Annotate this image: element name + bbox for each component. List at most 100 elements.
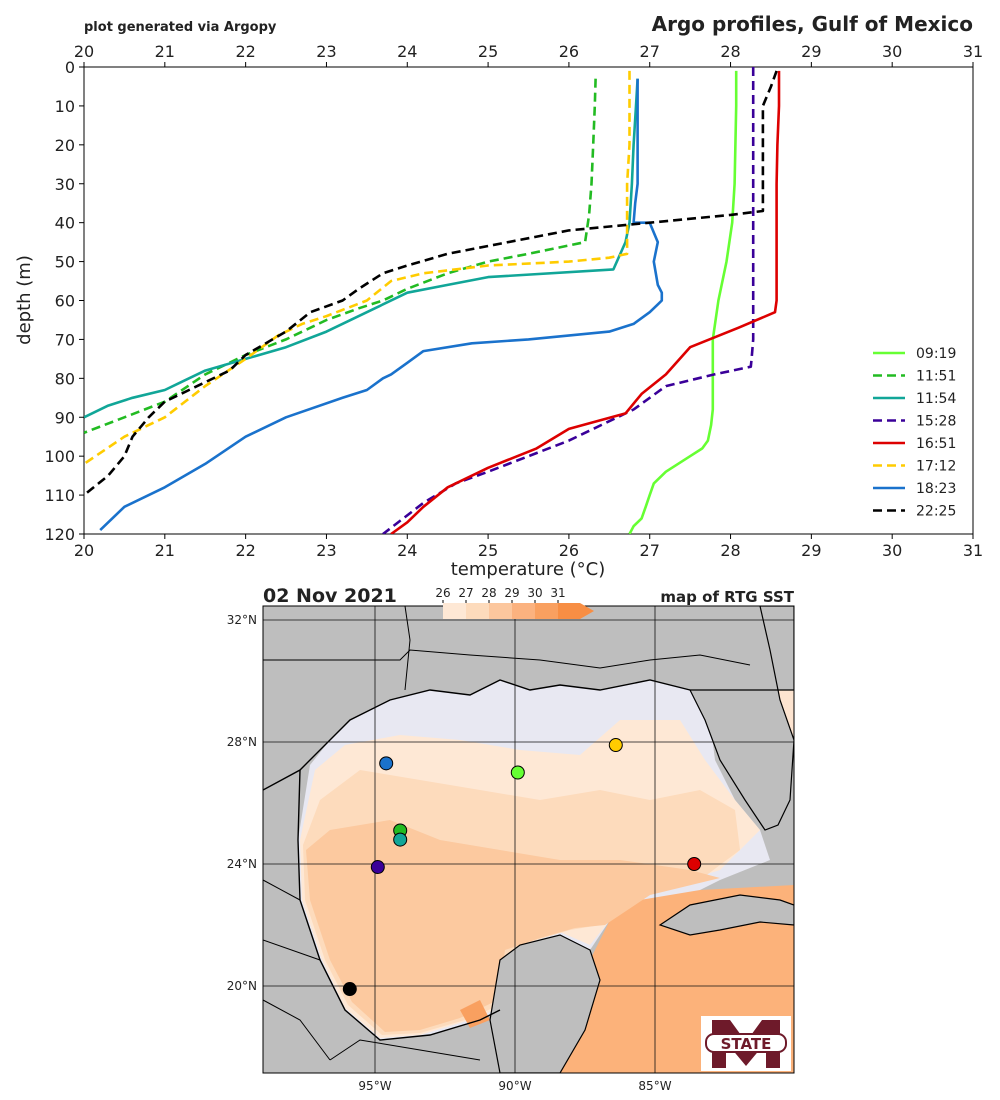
x-tick-top-label: 30 <box>882 42 902 61</box>
x-tick-bottom-label: 25 <box>478 541 498 560</box>
series-line-1651 <box>390 70 781 534</box>
colorbar-label: 27 <box>458 586 473 600</box>
x-tick-bottom-label: 24 <box>397 541 417 560</box>
legend-label: 15:28 <box>916 414 956 430</box>
float-marker-1712 <box>608 738 623 753</box>
lat-tick-label: 24°N <box>227 857 257 871</box>
colorbar-extend <box>558 603 594 619</box>
border-segment <box>404 606 411 691</box>
colorbar: 26 27 28 29 30 31 <box>435 586 594 619</box>
y-tick-label: 0 <box>65 58 75 77</box>
colorbar-segment <box>512 603 535 619</box>
colorbar-segment <box>443 603 466 619</box>
float-marker-1823 <box>379 756 394 771</box>
lon-tick-label: 90°W <box>498 1079 531 1093</box>
float-marker-0919 <box>510 765 525 780</box>
y-ticks: 0 10 20 30 40 50 60 70 80 90 100 110 120 <box>44 58 84 544</box>
lat-tick-label: 32°N <box>227 613 257 627</box>
x-tick-bottom-label: 20 <box>74 541 94 560</box>
legend-label: 16:51 <box>916 436 956 452</box>
cuba <box>658 894 794 936</box>
lon-tick-label: 95°W <box>358 1079 391 1093</box>
y-tick-label: 60 <box>55 292 75 311</box>
colorbar-segment <box>535 603 558 619</box>
x-tick-top-label: 28 <box>720 42 740 61</box>
lon-tick-label: 85°W <box>638 1079 671 1093</box>
float-marker-2225 <box>342 982 357 997</box>
y-tick-label: 100 <box>44 447 75 466</box>
series-lines <box>84 67 781 534</box>
y-tick-label: 80 <box>55 369 75 388</box>
x-tick-top-label: 26 <box>559 42 579 61</box>
x-ticks-bottom: 20 21 22 23 24 25 26 27 28 29 30 31 <box>74 534 983 560</box>
y-axis-label: depth (m) <box>14 255 35 345</box>
x-tick-top-label: 22 <box>235 42 255 61</box>
series-line-1712 <box>84 70 631 465</box>
x-tick-bottom-label: 23 <box>316 541 336 560</box>
series-line-1154 <box>84 78 639 419</box>
colorbar-label: 31 <box>550 586 565 600</box>
chart-title: Argo profiles, Gulf of Mexico <box>652 12 973 36</box>
legend-label: 11:51 <box>916 369 956 385</box>
legend-label: 11:54 <box>916 391 956 407</box>
profile-chart: 20 21 22 23 24 25 26 27 28 29 30 31 20 21 22 23 24 25 26 2… <box>14 42 983 580</box>
colorbar-label: 26 <box>435 586 450 600</box>
legend-label: 17:12 <box>916 459 956 475</box>
x-tick-bottom-label: 21 <box>155 541 175 560</box>
map-subtitle: map of RTG SST <box>660 588 794 606</box>
series-line-1823 <box>99 78 664 532</box>
x-tick-bottom-label: 29 <box>801 541 821 560</box>
logo-text: STATE <box>721 1035 772 1053</box>
x-tick-top-label: 21 <box>155 42 175 61</box>
x-tick-bottom-label: 22 <box>235 541 255 560</box>
sst-map: 95°W 90°W 85°W 32°N 28°N 24°N 20°N 02 Nov 2021… <box>227 585 795 1093</box>
x-tick-bottom-label: 26 <box>559 541 579 560</box>
y-tick-label: 40 <box>55 214 75 233</box>
x-tick-top-label: 20 <box>74 42 94 61</box>
y-tick-label: 10 <box>55 97 75 116</box>
x-tick-bottom-label: 28 <box>720 541 740 560</box>
x-axis-label: temperature (°C) <box>451 559 605 580</box>
x-tick-bottom-label: 27 <box>640 541 660 560</box>
map-ticks: 95°W 90°W 85°W 32°N 28°N 24°N 20°N <box>227 613 672 1093</box>
legend-label: 18:23 <box>916 481 956 497</box>
colorbar-segment <box>489 603 512 619</box>
x-tick-top-label: 23 <box>316 42 336 61</box>
colorbar-label: 28 <box>481 586 496 600</box>
y-tick-label: 120 <box>44 525 75 544</box>
x-tick-bottom-label: 31 <box>963 541 983 560</box>
x-tick-top-label: 31 <box>963 42 983 61</box>
plot-frame <box>83 66 974 535</box>
map-grid <box>263 606 794 1073</box>
colorbar-label: 29 <box>504 586 519 600</box>
x-tick-top-label: 27 <box>640 42 660 61</box>
yucatan <box>489 934 601 1073</box>
mexico-borders <box>263 879 481 1061</box>
float-marker-1154 <box>393 832 408 847</box>
y-tick-label: 70 <box>55 330 75 349</box>
florida <box>689 606 794 831</box>
x-tick-bottom-label: 30 <box>882 541 902 560</box>
x-tick-top-label: 24 <box>397 42 417 61</box>
legend-label: 22:25 <box>916 504 956 520</box>
state-borders <box>263 649 751 669</box>
y-tick-label: 30 <box>55 175 75 194</box>
series-line-1151 <box>84 78 597 435</box>
lat-tick-label: 28°N <box>227 735 257 749</box>
x-tick-top-label: 25 <box>478 42 498 61</box>
y-tick-label: 90 <box>55 408 75 427</box>
float-markers <box>342 738 702 997</box>
series-line-1528 <box>382 67 755 534</box>
x-tick-top-label: 29 <box>801 42 821 61</box>
north-coast <box>263 679 691 791</box>
series-line-0919 <box>628 70 738 534</box>
msu-logo: STATE <box>701 1016 791 1071</box>
legend-label: 09:19 <box>916 346 956 362</box>
sst-28 <box>306 820 720 1032</box>
legend: 09:19 11:51 11:54 15:28 16:51 17:12 18:23 22:25 <box>873 346 956 520</box>
float-marker-1651 <box>687 857 702 871</box>
y-tick-label: 20 <box>55 136 75 155</box>
y-tick-label: 110 <box>44 486 75 505</box>
series-line-2225 <box>84 70 778 497</box>
